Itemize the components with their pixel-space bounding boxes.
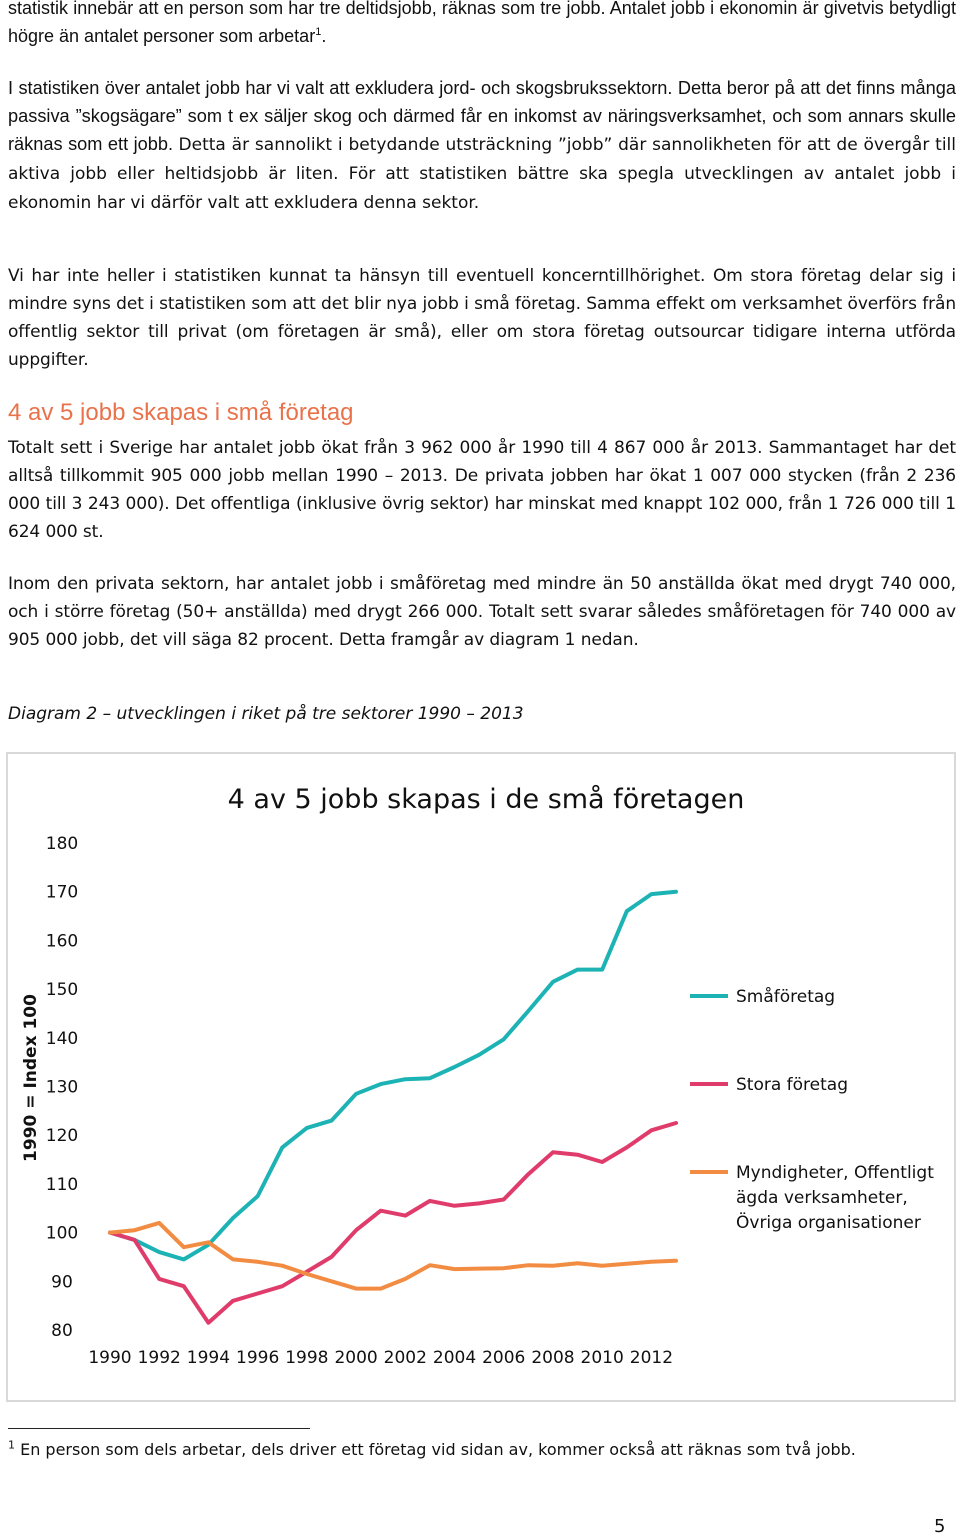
y-tick-label: 180 xyxy=(46,834,78,854)
series-line-1 xyxy=(108,889,678,1262)
x-tick-label: 1994 xyxy=(187,1348,230,1368)
chart-container: 4 av 5 jobb skapas i de små företagen 199… xyxy=(6,752,956,1402)
y-tick-label: 90 xyxy=(51,1272,73,1292)
footnote: 1 En person som dels arbetar, dels drive… xyxy=(8,1440,856,1459)
footnote-text: En person som dels arbetar, dels driver … xyxy=(20,1440,856,1459)
y-tick-label: 140 xyxy=(46,1029,78,1049)
footnote-marker: 1 xyxy=(8,1438,15,1452)
x-tick-label: 2004 xyxy=(433,1348,476,1368)
y-tick-label: 120 xyxy=(46,1126,78,1146)
paragraph-totals: Totalt sett i Sverige har antalet jobb ö… xyxy=(8,438,956,542)
x-tick-label: 1998 xyxy=(285,1348,328,1368)
x-tick-label: 2012 xyxy=(630,1348,673,1368)
diagram-caption: Diagram 2 – utvecklingen i riket på tre … xyxy=(8,704,524,724)
y-tick-label: 130 xyxy=(46,1078,78,1098)
series-line-2 xyxy=(108,1121,678,1325)
section-heading: 4 av 5 jobb skapas i små företag xyxy=(8,399,354,426)
footnote-ref[interactable]: 1 xyxy=(315,26,322,38)
legend-label-2: Stora företag xyxy=(736,1075,848,1095)
line-chart: 4 av 5 jobb skapas i de små företagen 199… xyxy=(21,784,934,1368)
y-tick-label: 100 xyxy=(46,1224,78,1244)
chart-title: 4 av 5 jobb skapas i de små företagen xyxy=(228,784,745,815)
footnote-rule xyxy=(8,1428,310,1429)
page-number: 5 xyxy=(934,1516,946,1537)
x-tick-label: 1996 xyxy=(236,1348,279,1368)
legend-label-1: Småföretag xyxy=(736,986,835,1007)
paragraph-group-affiliation: Vi har inte heller i statistiken kunnat … xyxy=(8,266,956,370)
x-tick-label: 2010 xyxy=(581,1348,624,1368)
series-line-3 xyxy=(108,1220,678,1291)
y-tick-label: 110 xyxy=(46,1175,78,1195)
y-axis-label: 1990 = Index 100 xyxy=(21,994,41,1162)
y-tick-label: 80 xyxy=(51,1321,73,1341)
x-tick-label: 2000 xyxy=(334,1348,377,1368)
legend-label-3: Myndigheter, Offentligt ägda verksamheter… xyxy=(736,1163,934,1233)
y-tick-label: 150 xyxy=(46,980,78,1000)
paragraph-intro: statistik innebär att en person som har … xyxy=(8,0,956,46)
x-tick-label: 1990 xyxy=(88,1348,131,1368)
y-tick-label: 170 xyxy=(46,883,78,903)
y-tick-label: 160 xyxy=(46,931,78,951)
x-tick-label: 2008 xyxy=(531,1348,574,1368)
x-tick-label: 2006 xyxy=(482,1348,525,1368)
x-tick-label: 2002 xyxy=(384,1348,427,1368)
x-tick-label: 1992 xyxy=(138,1348,181,1368)
paragraph-sector-exclusion: I statistiken över antalet jobb har vi v… xyxy=(8,78,956,213)
paragraph-private-sector: Inom den privata sektorn, har antalet jo… xyxy=(8,574,956,650)
